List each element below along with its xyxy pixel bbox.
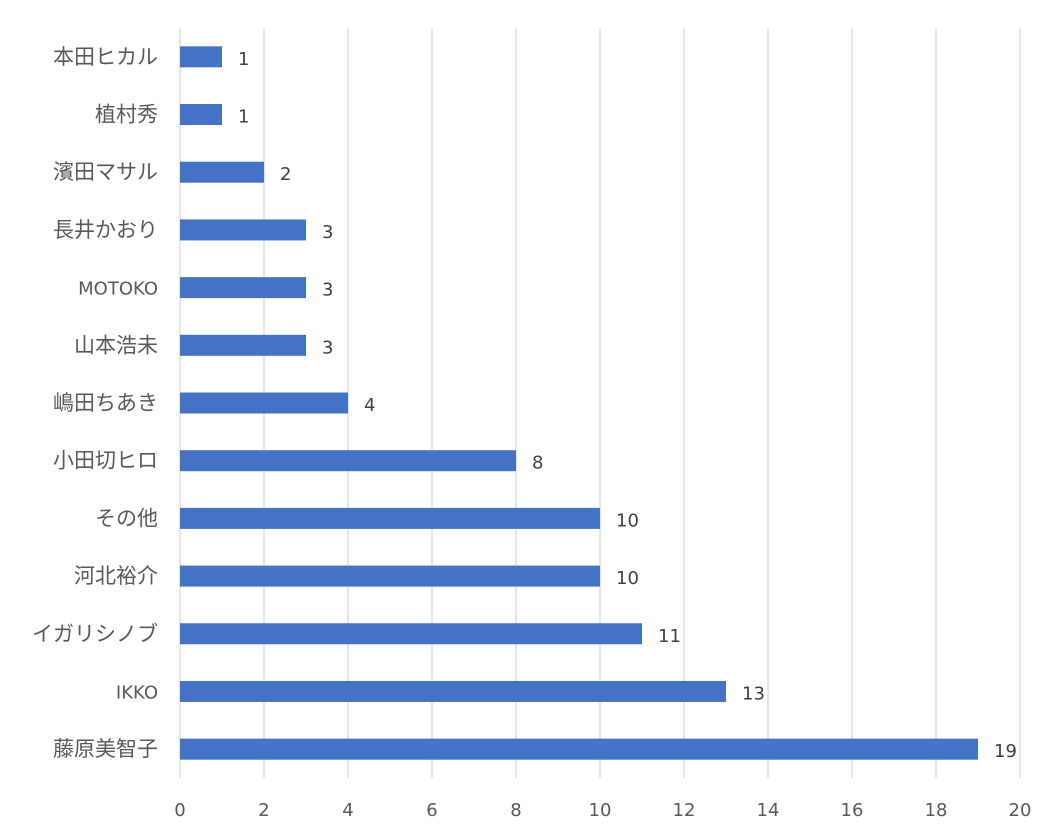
x-tick-label: 16 bbox=[841, 800, 864, 821]
data-label: 4 bbox=[364, 395, 375, 416]
category-label: 濱田マサル bbox=[53, 160, 158, 184]
data-label: 3 bbox=[322, 280, 333, 301]
data-label: 2 bbox=[280, 164, 291, 185]
data-label: 10 bbox=[616, 568, 639, 589]
x-tick-label: 20 bbox=[1009, 800, 1032, 821]
x-tick-label: 12 bbox=[673, 800, 696, 821]
x-tick-label: 18 bbox=[925, 800, 948, 821]
gridlines bbox=[179, 28, 1021, 778]
bar bbox=[180, 46, 222, 68]
data-label: 10 bbox=[616, 510, 639, 531]
x-tick-label: 4 bbox=[342, 800, 353, 821]
bar bbox=[180, 392, 348, 414]
data-label: 3 bbox=[322, 337, 333, 358]
data-label: 1 bbox=[238, 49, 249, 70]
bar bbox=[180, 507, 600, 529]
category-label: 植村秀 bbox=[95, 103, 158, 127]
category-label: 山本浩未 bbox=[74, 333, 158, 357]
bar bbox=[180, 104, 222, 126]
labels: 0 2 4 6 8 10 12 14 16 18 20 本田ヒカル 1 植村秀 1 濱田マサル 2 長井かおり 3 M… bbox=[32, 45, 1031, 821]
data-label: 11 bbox=[658, 626, 681, 647]
bar bbox=[180, 161, 264, 183]
bar bbox=[180, 738, 978, 760]
data-label: 3 bbox=[322, 222, 333, 243]
data-label: 13 bbox=[742, 683, 765, 704]
x-tick-label: 8 bbox=[510, 800, 521, 821]
category-label: 藤原美智子 bbox=[53, 737, 158, 761]
bar bbox=[180, 623, 642, 645]
data-label: 19 bbox=[994, 741, 1017, 762]
category-label: 嶋田ちあき bbox=[53, 391, 158, 415]
bar bbox=[180, 680, 726, 702]
category-label: IKKO bbox=[116, 682, 158, 703]
bar bbox=[180, 219, 306, 241]
x-tick-label: 0 bbox=[174, 800, 185, 821]
category-label: 長井かおり bbox=[53, 218, 158, 242]
category-label: イガリシノブ bbox=[32, 622, 158, 646]
bar bbox=[180, 450, 516, 472]
x-tick-label: 6 bbox=[426, 800, 437, 821]
bars bbox=[180, 46, 978, 760]
x-tick-label: 14 bbox=[757, 800, 780, 821]
category-label: その他 bbox=[95, 506, 158, 530]
category-label: 小田切ヒロ bbox=[53, 449, 158, 473]
x-tick-label: 2 bbox=[258, 800, 269, 821]
bar bbox=[180, 277, 306, 299]
data-label: 8 bbox=[532, 453, 543, 474]
category-label: 本田ヒカル bbox=[53, 45, 158, 69]
category-label: 河北裕介 bbox=[74, 564, 158, 588]
category-label: MOTOKO bbox=[78, 279, 158, 300]
data-label: 1 bbox=[238, 107, 249, 128]
bar bbox=[180, 565, 600, 587]
bar bbox=[180, 334, 306, 356]
x-tick-label: 10 bbox=[589, 800, 612, 821]
